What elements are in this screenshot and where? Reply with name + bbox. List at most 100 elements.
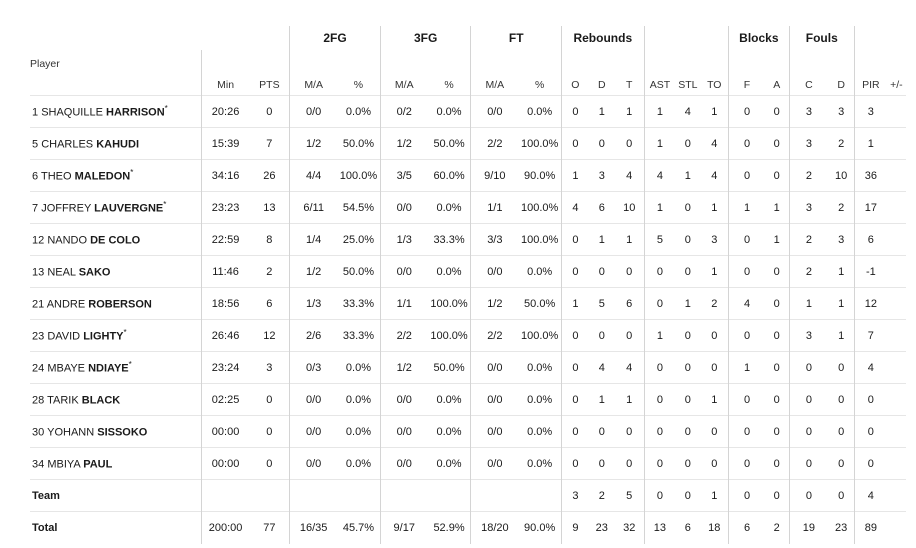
stat-reb-t: 4 <box>614 351 645 384</box>
stat-stl: 0 <box>675 447 701 480</box>
starter-marker: * <box>128 360 132 370</box>
stat-2fg-pct: 0.0% <box>337 351 381 384</box>
stat-2fg-pct: 25.0% <box>337 223 381 256</box>
stat-pir: 1 <box>853 127 887 160</box>
player-last-name: SAKO <box>78 266 111 279</box>
player-number: 1 <box>32 106 39 119</box>
player-name-link[interactable]: 7 JOFFREY LAUVERGNE* <box>30 191 202 224</box>
group-blank <box>887 26 906 50</box>
stat-ast: 1 <box>643 127 676 160</box>
stat-ft-ma: 0/0 <box>470 415 519 448</box>
stat-3fg-pct: 0.0% <box>427 447 471 480</box>
stat-pts: 13 <box>249 191 290 224</box>
stat-blk-f: 0 <box>728 255 765 288</box>
stat-pir: 0 <box>853 447 887 480</box>
starter-marker: * <box>123 328 127 338</box>
player-name-link[interactable]: 21 ANDRE ROBERSON <box>30 287 202 320</box>
stat-foul-c: 2 <box>788 159 829 192</box>
stat-foul-c: 0 <box>788 383 829 416</box>
player-name-link[interactable]: 30 YOHANN SISSOKO <box>30 415 202 448</box>
stat-2fg-pct: 0.0% <box>337 95 381 128</box>
player-name-link[interactable]: 1 SHAQUILLE HARRISON* <box>30 95 202 128</box>
stat-plus-minus <box>886 287 906 320</box>
stat-pir: 12 <box>853 287 887 320</box>
table-row: 7 JOFFREY LAUVERGNE* 23:23 13 6/11 54.5% 0/0 0… <box>30 191 906 224</box>
stat-blk-f: 0 <box>728 159 765 192</box>
stat-ast: 0 <box>643 255 676 288</box>
stat-blk-f: 0 <box>728 127 765 160</box>
stat-ft-pct <box>518 479 562 512</box>
stat-3fg-pct: 33.3% <box>427 223 471 256</box>
col-header-3fg-pct: % <box>444 79 454 91</box>
stat-foul-c: 2 <box>788 223 829 256</box>
stat-reb-t: 4 <box>614 159 645 192</box>
stat-to: 1 <box>700 255 729 288</box>
stat-3fg-ma: 0/0 <box>379 255 428 288</box>
stat-pir: 7 <box>853 319 887 352</box>
stat-2fg-pct: 0.0% <box>337 447 381 480</box>
player-last-name: NDIAYE <box>88 362 129 375</box>
stat-3fg-ma: 9/17 <box>379 511 428 544</box>
stat-ft-ma: 3/3 <box>470 223 519 256</box>
stat-3fg-ma: 0/0 <box>379 383 428 416</box>
player-name-link[interactable]: 23 DAVID LIGHTY* <box>30 319 202 352</box>
player-name-link[interactable]: 34 MBIYA PAUL <box>30 447 202 480</box>
stat-ft-ma: 2/2 <box>470 127 519 160</box>
stat-3fg-pct <box>427 479 471 512</box>
player-name-link[interactable]: 12 NANDO DE COLO <box>30 223 202 256</box>
stat-stl: 1 <box>675 287 701 320</box>
player-first-name: NEAL <box>47 266 76 279</box>
stat-pir: 89 <box>853 511 887 544</box>
stat-reb-d: 4 <box>588 351 615 384</box>
player-first-name: SHAQUILLE <box>41 106 103 119</box>
stat-pir: 3 <box>853 95 887 128</box>
stat-reb-o: 0 <box>561 383 589 416</box>
stat-2fg-ma <box>289 479 338 512</box>
player-name-link[interactable]: 24 MBAYE NDIAYE* <box>30 351 202 384</box>
player-first-name: CHARLES <box>41 138 94 151</box>
stat-reb-t: 1 <box>614 223 645 256</box>
stat-ft-pct: 50.0% <box>518 287 562 320</box>
player-first-name: YOHANN <box>47 426 95 439</box>
stat-foul-d: 23 <box>828 511 855 544</box>
starter-marker: * <box>130 168 134 178</box>
stat-pir: -1 <box>853 255 887 288</box>
table-row: 1 SHAQUILLE HARRISON* 20:26 0 0/0 0.0% 0/2 0.0… <box>30 95 906 128</box>
stat-reb-t: 0 <box>614 127 645 160</box>
stat-ast: 0 <box>643 351 676 384</box>
group-blank <box>201 26 249 50</box>
stat-pir: 4 <box>853 351 887 384</box>
group-blank <box>30 26 201 50</box>
stat-3fg-ma: 3/5 <box>379 159 428 192</box>
stat-3fg-pct: 60.0% <box>427 159 471 192</box>
player-name-link[interactable]: 6 THEO MALEDON* <box>30 159 202 192</box>
player-first-name: MBAYE <box>47 362 86 375</box>
stat-foul-c: 0 <box>788 351 829 384</box>
player-last-name: DE COLO <box>90 234 141 247</box>
stat-ft-ma: 2/2 <box>470 319 519 352</box>
stat-3fg-pct: 0.0% <box>427 383 471 416</box>
player-last-name: PAUL <box>83 458 113 471</box>
stat-to: 1 <box>700 191 729 224</box>
stat-foul-d: 0 <box>828 479 855 512</box>
stat-foul-c: 3 <box>788 127 829 160</box>
stat-2fg-pct <box>337 479 381 512</box>
stat-ast: 5 <box>643 223 676 256</box>
stat-min: 34:16 <box>200 159 250 192</box>
stat-stl: 0 <box>675 223 701 256</box>
starter-marker: * <box>164 104 168 114</box>
player-name-link[interactable]: 13 NEAL SAKO <box>30 255 202 288</box>
player-name-link[interactable]: 28 TARIK BLACK <box>30 383 202 416</box>
player-number: 12 <box>32 234 45 247</box>
stat-reb-o: 1 <box>561 159 589 192</box>
stat-reb-o: 0 <box>561 447 589 480</box>
stat-blk-a: 0 <box>764 127 790 160</box>
stat-stl: 4 <box>675 95 701 128</box>
stat-plus-minus <box>886 511 906 544</box>
stat-3fg-pct: 0.0% <box>427 95 471 128</box>
col-header-plus-minus: +/- <box>890 79 903 91</box>
stat-2fg-ma: 1/3 <box>289 287 338 320</box>
player-name-link[interactable]: 5 CHARLES KAHUDI <box>30 127 202 160</box>
stat-to: 2 <box>700 287 729 320</box>
table-row: 28 TARIK BLACK 02:25 0 0/0 0.0% 0/0 0.0% 0/0 0.0… <box>30 383 906 416</box>
